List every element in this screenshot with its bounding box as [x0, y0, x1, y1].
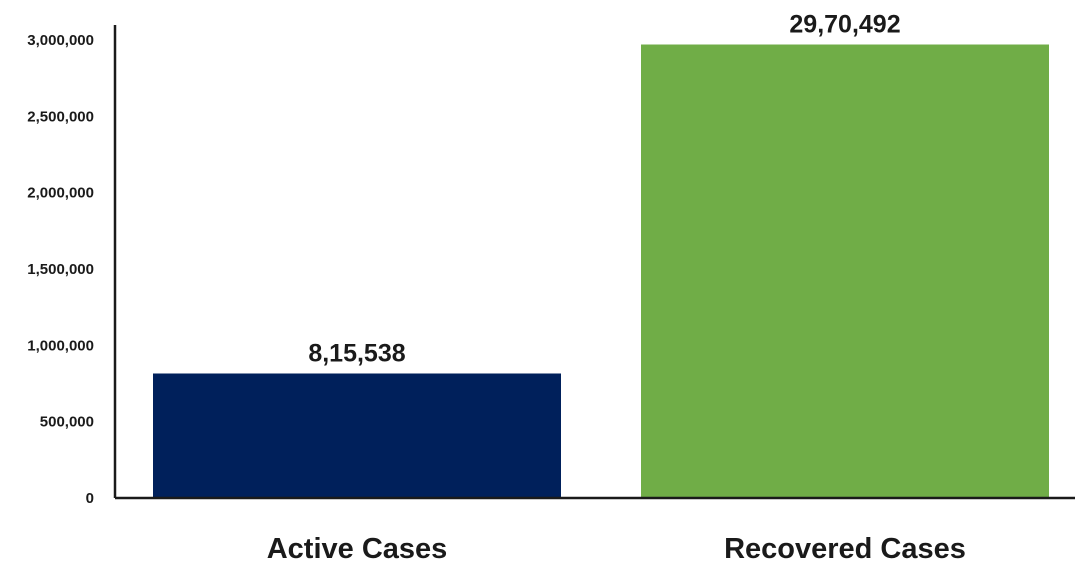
y-tick-label: 2,000,000: [27, 185, 94, 202]
y-tick-label: 500,000: [40, 414, 94, 431]
data-label: 29,70,492: [789, 11, 900, 39]
y-axis-ticks: 0 500,000 1,000,000 1,500,000 2,000,000 2,500…: [27, 32, 94, 507]
bar-active-cases: [153, 373, 561, 498]
x-category-label: Active Cases: [267, 533, 448, 563]
y-tick-label: 0: [86, 490, 94, 507]
x-category-label: Recovered Cases: [724, 533, 966, 563]
y-tick-label: 3,000,000: [27, 32, 94, 49]
data-label: 8,15,538: [308, 339, 405, 367]
value-labels: 8,15,538 29,70,492: [308, 11, 900, 368]
y-tick-label: 1,500,000: [27, 261, 94, 278]
category-labels: Active Cases Recovered Cases: [267, 533, 966, 563]
bars: [153, 44, 1049, 499]
y-tick-label: 2,500,000: [27, 108, 94, 125]
bar-recovered-cases: [641, 44, 1049, 499]
y-tick-label: 1,000,000: [27, 337, 94, 354]
